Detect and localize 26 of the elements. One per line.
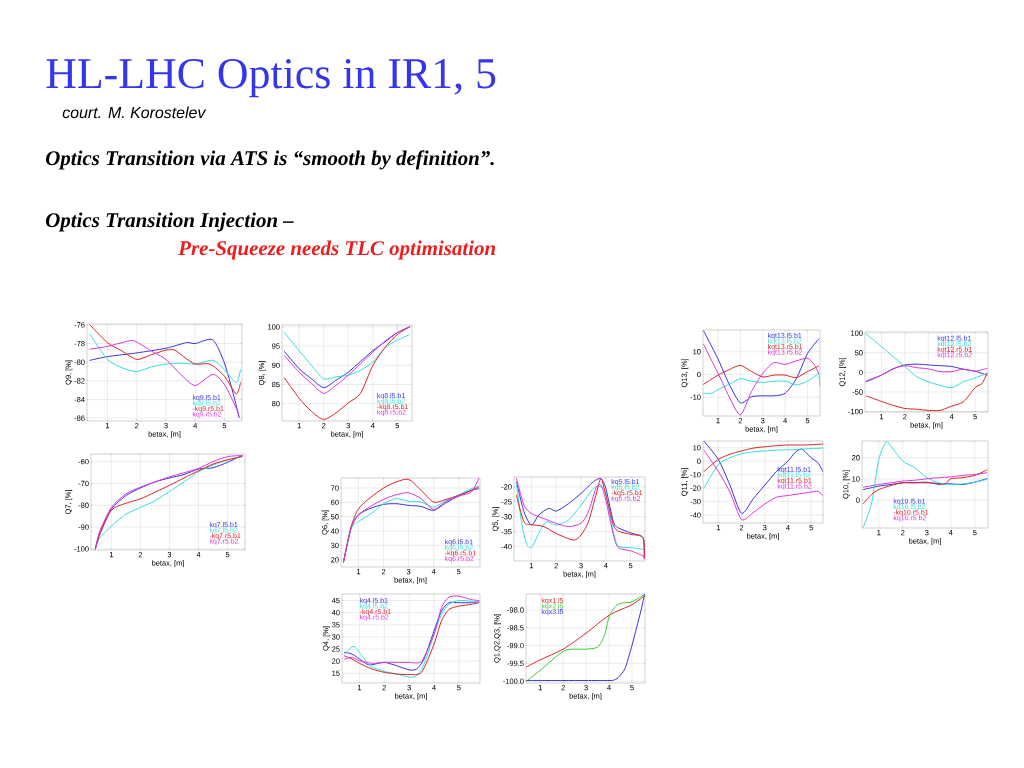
line-series — [89, 333, 242, 384]
text: Pre-Squeeze needs TLC optimisation — [178, 240, 496, 260]
line-series — [703, 330, 820, 404]
line-series — [703, 449, 824, 521]
line-series — [703, 443, 824, 472]
text: HL-LHC Optics in IR1, 5 — [46, 58, 496, 98]
line-series — [862, 469, 988, 505]
line-series — [344, 595, 480, 664]
line-series — [703, 364, 820, 385]
text: Optics Transition Injection – — [45, 212, 294, 232]
line-series — [703, 372, 821, 394]
line-series — [865, 373, 988, 412]
text: Optics Transition via ATS is “smooth by definition”. — [45, 150, 494, 170]
line-series — [526, 593, 646, 682]
line-series — [526, 595, 646, 668]
line-series — [703, 440, 824, 514]
line-series — [515, 484, 645, 551]
line-series — [89, 324, 242, 395]
text: court. M. Korostelev — [62, 106, 207, 119]
line-series — [862, 440, 988, 528]
line-series — [865, 333, 988, 389]
line-series — [703, 447, 824, 489]
line-series — [283, 326, 411, 420]
line-series — [283, 332, 411, 380]
line-series — [703, 344, 820, 416]
line-series — [862, 472, 988, 488]
